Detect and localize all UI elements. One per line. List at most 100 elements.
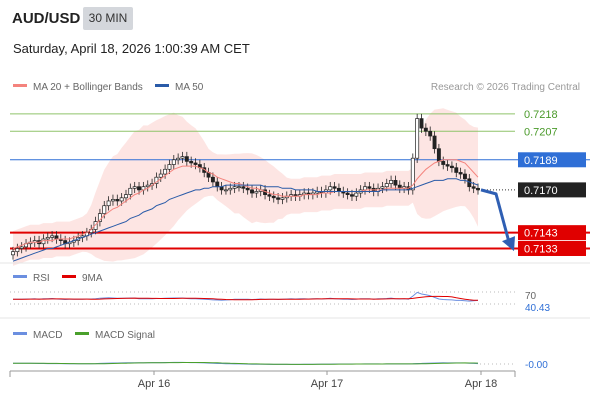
candle-body bbox=[132, 186, 137, 189]
candle-body bbox=[19, 246, 24, 249]
candle-body bbox=[476, 187, 480, 191]
candle-body bbox=[106, 200, 111, 207]
ma20-line bbox=[12, 159, 479, 249]
candle-body bbox=[167, 164, 172, 170]
candle-body bbox=[215, 181, 220, 188]
candle-body bbox=[210, 176, 215, 183]
candle-body bbox=[102, 205, 107, 214]
macd-legend-label: MACD bbox=[33, 330, 62, 341]
candle-body bbox=[384, 183, 389, 188]
rsi-level-70: 70 bbox=[525, 291, 537, 302]
candle-body bbox=[241, 186, 246, 189]
candle-body bbox=[410, 157, 415, 191]
candle-body bbox=[223, 189, 228, 192]
price-panel: 0.7218 0.7207 0.7189 0.7170 0.7143 0.7133 bbox=[10, 108, 590, 266]
x-tick-label-apr18: Apr 18 bbox=[465, 378, 497, 390]
ma50-legend-label: MA 50 bbox=[175, 82, 204, 93]
candle-body bbox=[441, 161, 446, 165]
candle-body bbox=[367, 186, 372, 189]
candle-body bbox=[228, 187, 233, 191]
candle-body bbox=[128, 187, 133, 195]
candle-body bbox=[163, 168, 168, 175]
rsi-ma-legend-label: 9MA bbox=[82, 273, 103, 284]
candle-body bbox=[380, 186, 385, 189]
candle-body bbox=[428, 130, 433, 137]
candle-body bbox=[232, 186, 237, 189]
candle-body bbox=[184, 156, 189, 162]
candle-body bbox=[389, 180, 394, 184]
candle-body bbox=[193, 162, 198, 165]
candle-body bbox=[267, 194, 272, 197]
credit-text: Research © 2026 Trading Central bbox=[431, 82, 580, 93]
ma50-legend-swatch bbox=[155, 84, 169, 87]
macd-value-label: -0.00 bbox=[525, 360, 548, 371]
candle-body bbox=[254, 191, 259, 194]
candle-body bbox=[11, 251, 15, 256]
candle-body bbox=[458, 172, 463, 175]
candle-body bbox=[454, 167, 459, 173]
candle-body bbox=[176, 157, 181, 161]
candle-body bbox=[50, 235, 55, 238]
candle-body bbox=[471, 186, 476, 189]
candle-body bbox=[332, 186, 337, 189]
support-1-badge bbox=[518, 225, 586, 241]
candle-body bbox=[93, 221, 98, 230]
rsi-ma-legend-swatch bbox=[62, 275, 76, 278]
support-1-label: 0.7143 bbox=[524, 228, 558, 240]
x-tick-label-apr16: Apr 16 bbox=[138, 378, 170, 390]
ma20-legend-swatch bbox=[13, 84, 27, 87]
chart-header: AUD/USD 30 MIN Saturday, April 18, 2026 … bbox=[0, 0, 590, 78]
pivot-badge bbox=[518, 152, 586, 168]
macd-panel bbox=[13, 361, 515, 365]
candle-body bbox=[449, 165, 454, 169]
symbol-title: AUD/USD bbox=[12, 10, 81, 27]
support-2-badge bbox=[518, 240, 586, 256]
candle-body bbox=[445, 164, 450, 167]
candle-body bbox=[111, 199, 115, 202]
candle-body bbox=[271, 195, 276, 199]
rsi-ma-line bbox=[13, 295, 479, 301]
macd-legend-swatch bbox=[13, 332, 27, 335]
rsi-legend-label: RSI bbox=[33, 273, 50, 284]
resistance-1-label: 0.7207 bbox=[524, 126, 558, 138]
candle-body bbox=[171, 159, 176, 165]
rsi-panel bbox=[10, 291, 515, 305]
candle-body bbox=[345, 192, 350, 195]
last-price-label: 0.7170 bbox=[524, 185, 558, 197]
candle-body bbox=[393, 180, 398, 186]
rsi-legend-swatch bbox=[13, 275, 27, 278]
support-2-label: 0.7133 bbox=[524, 243, 558, 255]
candle-body bbox=[145, 184, 150, 188]
timeframe-button[interactable]: 30 MIN bbox=[83, 7, 133, 30]
candle-body bbox=[336, 187, 341, 192]
candle-body bbox=[158, 173, 163, 178]
candle-body bbox=[250, 189, 254, 194]
candle-body bbox=[350, 194, 354, 197]
ma20-legend-label: MA 20 + Bollinger Bands bbox=[33, 82, 143, 93]
candle-body bbox=[45, 237, 50, 240]
candle-body bbox=[189, 161, 194, 164]
candle-body bbox=[124, 194, 128, 199]
candle-body bbox=[15, 248, 20, 253]
macd-signal-legend-label: MACD Signal bbox=[95, 330, 155, 341]
macd-signal-line bbox=[13, 362, 479, 365]
rsi-value-label: 40.43 bbox=[525, 303, 550, 314]
candle-body bbox=[415, 118, 420, 159]
candle-body bbox=[354, 192, 359, 197]
datetime-label: Saturday, April 18, 2026 1:00:39 AM CET bbox=[13, 41, 250, 56]
ma50-line bbox=[12, 178, 479, 262]
candle-body bbox=[180, 156, 185, 159]
x-tick-label-apr17: Apr 17 bbox=[311, 378, 343, 390]
candle-body bbox=[328, 186, 333, 191]
candle-body bbox=[115, 199, 120, 202]
candle-body bbox=[432, 135, 437, 150]
pivot-label: 0.7189 bbox=[524, 155, 558, 167]
candle-body bbox=[423, 127, 428, 132]
last-price-badge bbox=[518, 182, 586, 198]
candle-body bbox=[436, 148, 441, 162]
candle-body bbox=[276, 197, 281, 200]
candle-body bbox=[137, 186, 141, 191]
forecast-arrow-head bbox=[502, 236, 515, 252]
forecast-arrow bbox=[480, 188, 511, 243]
